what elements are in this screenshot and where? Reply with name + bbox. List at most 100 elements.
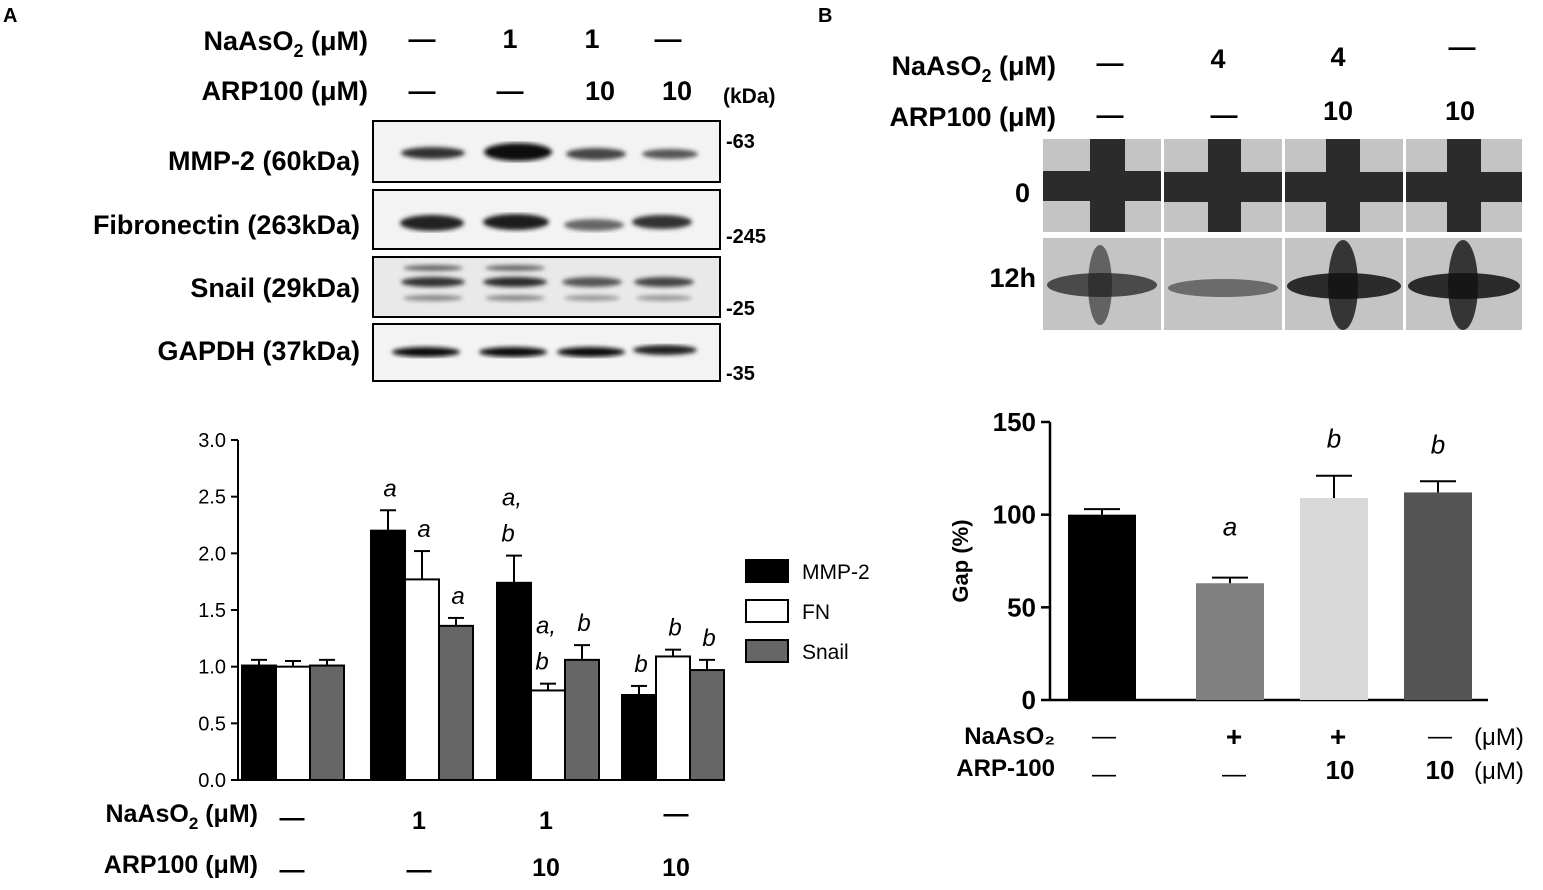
y-tick-label: 2.5 — [198, 487, 226, 509]
legend-swatch — [745, 559, 789, 583]
treatment-value: — — [655, 24, 682, 54]
treatment-label-arp100: ARP100 (μM) — [201, 76, 368, 106]
panel-a-label: A — [3, 5, 17, 27]
kda-marker: -245 — [726, 226, 766, 248]
image-row-label: 0 — [1015, 178, 1030, 208]
y-tick-label: 100 — [993, 500, 1036, 530]
y-tick-label: 50 — [1007, 592, 1036, 622]
bar-mmp-2 — [621, 694, 657, 781]
treatment-value: — — [409, 76, 436, 106]
blot-row-label: GAPDH (37kDa) — [157, 336, 360, 366]
bar-snail — [564, 658, 600, 781]
blot-lane-box — [372, 256, 721, 318]
treatment-value: 1 — [584, 24, 599, 54]
blot-row-label: MMP-2 (60kDa) — [168, 146, 360, 176]
treatment-value: 10 — [585, 76, 615, 106]
bar-snail — [309, 664, 345, 781]
blot-bands — [392, 345, 697, 357]
treatment-value: + — [1226, 721, 1242, 752]
micrograph — [1406, 139, 1522, 232]
treatment-value: — — [1097, 100, 1124, 130]
y-tick-label: 0.0 — [198, 770, 226, 792]
treatment-value: — — [409, 24, 436, 54]
kda-marker: -25 — [726, 298, 755, 320]
legend-swatch — [745, 599, 789, 623]
bar-snail — [689, 669, 725, 781]
treatment-value: 10 — [1426, 755, 1455, 785]
significance-label: b — [634, 651, 647, 678]
significance-label: a — [383, 475, 396, 502]
bar-mmp-2 — [370, 529, 406, 782]
treatment-value: — — [1092, 761, 1116, 788]
blot-row-label: Fibronectin (263kDa) — [93, 210, 360, 240]
micrograph — [1164, 139, 1282, 232]
blot-bands — [400, 214, 692, 231]
y-tick-label: 3.0 — [198, 430, 226, 452]
bar — [1300, 497, 1368, 700]
treatment-value: 1 — [539, 807, 553, 835]
western-blot: MMP-2 (60kDa) -63 Fibronectin (263kDa) -… — [93, 120, 766, 385]
micrograph — [1043, 238, 1161, 330]
y-tick-label: 0 — [1022, 685, 1036, 715]
treatment-label: NaAsO₂ — [964, 723, 1055, 750]
significance-label: b — [577, 610, 590, 637]
significance-label: b — [501, 521, 514, 548]
significance-label: a, — [502, 485, 522, 512]
significance-label: b — [1327, 424, 1341, 454]
bar — [1404, 492, 1472, 700]
treatment-value: 10 — [1445, 96, 1475, 126]
treatment-value: — — [1211, 100, 1238, 130]
treatment-value: + — [1330, 721, 1346, 752]
treatment-label-arp100: ARP100 (μM) — [104, 851, 258, 879]
significance-label: b — [535, 649, 548, 676]
treatment-label-naaso2: NaAsO2 (μM) — [203, 26, 368, 61]
treatment-value: — — [1097, 48, 1124, 78]
bar-fn — [530, 689, 566, 782]
panel-a-blot-treatments: NaAsO2 (μM) ARP100 (μM) — 1 1 — — — 10 1… — [201, 24, 775, 108]
significance-label: b — [668, 615, 681, 642]
treatment-value: — — [664, 800, 689, 828]
treatment-value: — — [1092, 723, 1116, 750]
kda-header: (kDa) — [723, 85, 776, 108]
panel-a-bottom-treatments: NaAsO2 (μM) ARP100 (μM) — 1 1 — — — 10 1… — [104, 800, 690, 884]
treatment-value: 1 — [502, 24, 517, 54]
treatment-label: ARP-100 — [956, 755, 1055, 782]
micrograph — [1285, 139, 1403, 232]
significance-label: a, — [536, 613, 556, 640]
bar-snail — [438, 624, 474, 781]
legend-swatch — [745, 639, 789, 663]
treatment-label-naaso2: NaAsO2 (μM) — [105, 800, 258, 833]
wound-healing-images: 0 12h — [989, 139, 1522, 330]
treatment-value: — — [280, 856, 305, 884]
significance-label: a — [1223, 512, 1237, 542]
blot-bands — [401, 143, 698, 161]
legend-label: Snail — [802, 641, 849, 664]
significance-label: a — [451, 583, 464, 610]
panel-b-label: B — [818, 5, 832, 27]
treatment-label-naaso2: NaAsO2 (μM) — [891, 51, 1056, 86]
treatment-value: — — [497, 76, 524, 106]
bar-fn — [275, 665, 311, 782]
bar-fn — [404, 578, 440, 782]
kda-marker: -35 — [726, 363, 755, 385]
legend-label: FN — [802, 601, 830, 624]
blot-row-label: Snail (29kDa) — [190, 273, 360, 303]
treatment-value: — — [1222, 761, 1246, 788]
panel-b-treatments: NaAsO2 (μM) ARP100 (μM) — 4 4 — — — 10 1… — [889, 32, 1475, 132]
bar — [1068, 514, 1136, 700]
kda-marker: -63 — [726, 131, 755, 153]
treatment-value: — — [1428, 723, 1452, 750]
treatment-value: — — [1449, 32, 1476, 62]
blot-bands — [401, 265, 694, 301]
micrograph — [1043, 139, 1161, 232]
significance-label: b — [1431, 429, 1445, 459]
treatment-value: 10 — [662, 854, 690, 882]
significance-label: a — [417, 516, 430, 543]
bar-mmp-2 — [241, 664, 277, 781]
chart-b: 0 50 100 150 Gap (%) a b b — [948, 407, 1488, 715]
bar — [1196, 583, 1264, 700]
image-row-label: 12h — [989, 263, 1036, 293]
treatment-value: 1 — [412, 807, 426, 835]
treatment-value: 4 — [1210, 44, 1225, 74]
